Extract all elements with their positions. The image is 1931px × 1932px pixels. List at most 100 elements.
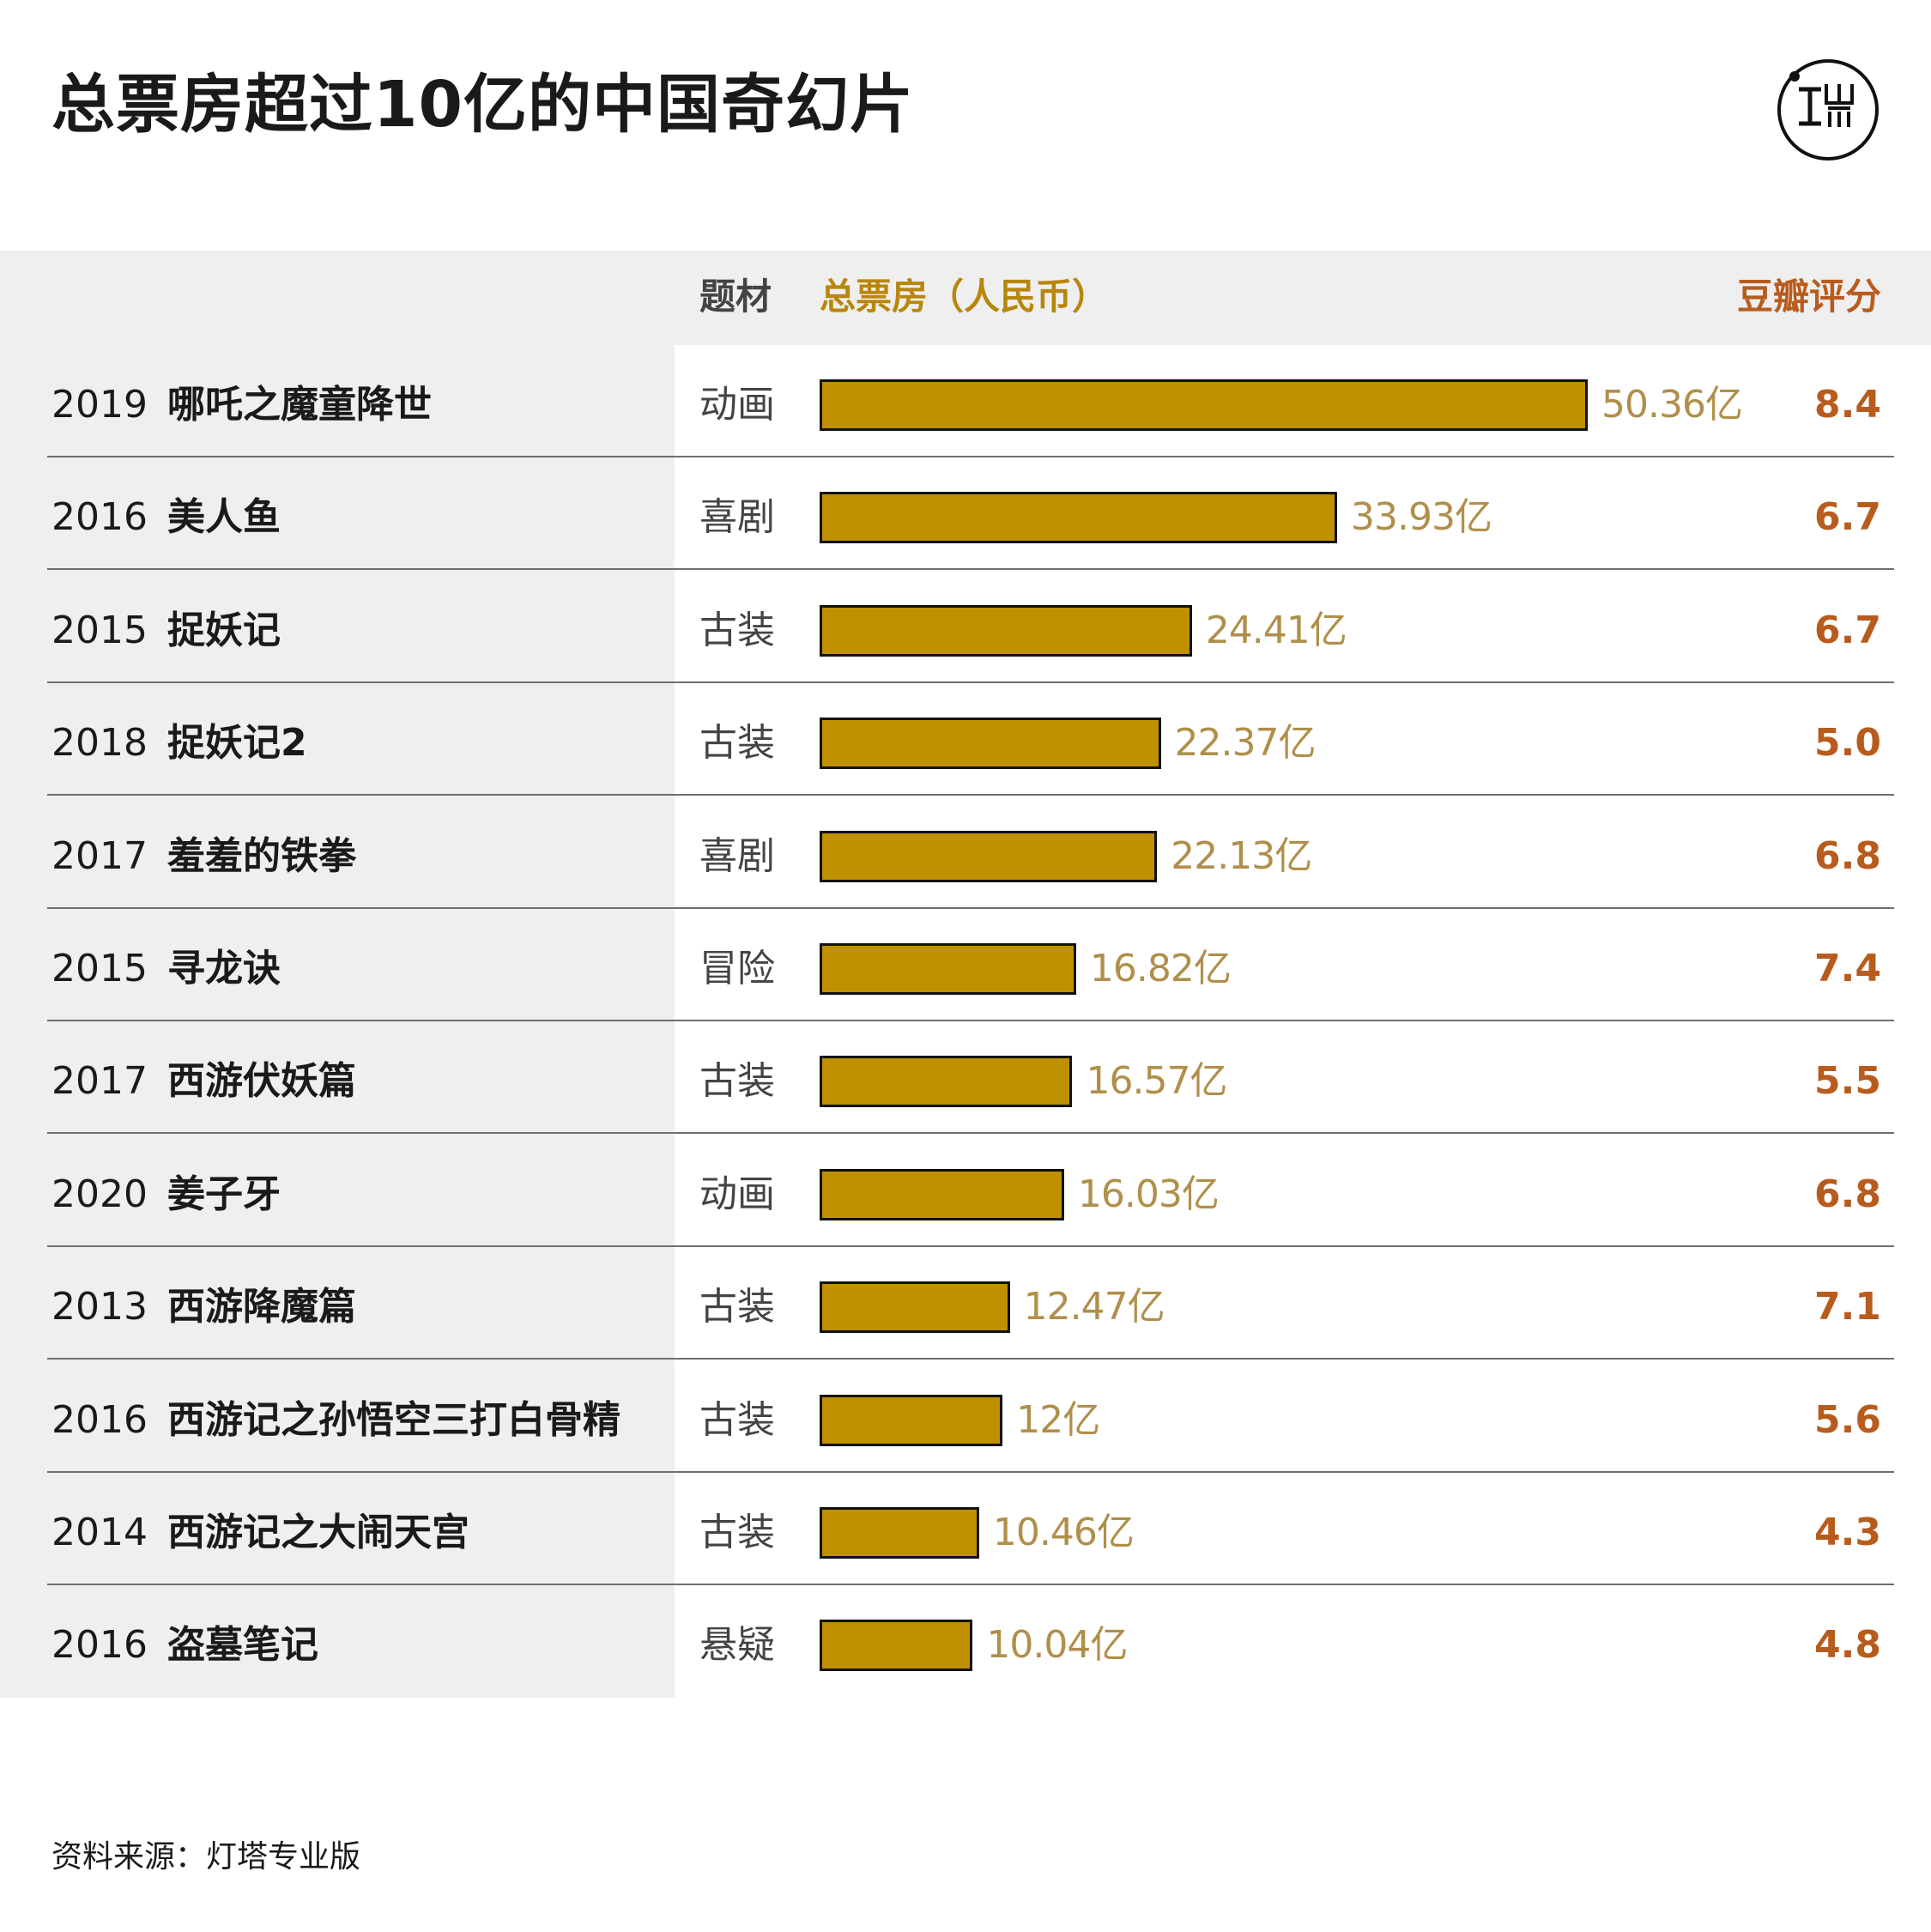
row-movie-title: 西游记之孙悟空三打白骨精 bbox=[167, 1397, 620, 1442]
row-rating: 7.4 bbox=[1814, 947, 1881, 990]
table-row: 2016 盗墓笔记 悬疑 10.04亿 4.8 bbox=[0, 1585, 1931, 1698]
row-year: 2019 bbox=[51, 383, 148, 427]
bar bbox=[820, 1056, 1073, 1108]
row-genre: 悬疑 bbox=[699, 1623, 775, 1668]
row-rating: 7.1 bbox=[1814, 1285, 1881, 1329]
bar-value-label: 16.82亿 bbox=[1089, 947, 1232, 990]
row-movie-title: 西游记之大闹天宫 bbox=[167, 1511, 469, 1554]
row-genre: 动画 bbox=[699, 383, 775, 427]
row-year: 2015 bbox=[51, 947, 148, 990]
chart-title: 总票房超过10亿的中国奇幻片 bbox=[51, 68, 914, 142]
bar bbox=[820, 830, 1158, 882]
row-genre: 喜剧 bbox=[699, 833, 775, 878]
bar bbox=[820, 1394, 1003, 1446]
row-year: 2015 bbox=[51, 608, 148, 652]
bar-value-label: 10.04亿 bbox=[986, 1623, 1128, 1668]
row-year: 2016 bbox=[51, 495, 148, 540]
row-movie-title: 美人鱼 bbox=[167, 495, 281, 540]
row-rating: 4.3 bbox=[1814, 1511, 1881, 1554]
table-row: 2013 西游降魔篇 古装 12.47亿 7.1 bbox=[0, 1247, 1931, 1360]
bar bbox=[820, 1168, 1064, 1220]
row-movie-title: 哪吒之魔童降世 bbox=[167, 383, 432, 427]
row-rating: 5.0 bbox=[1814, 721, 1881, 766]
row-divider bbox=[47, 1358, 1894, 1360]
bar-value-label: 12.47亿 bbox=[1023, 1285, 1165, 1329]
row-divider bbox=[47, 794, 1894, 796]
table-row: 2015 捉妖记 古装 24.41亿 6.7 bbox=[0, 571, 1931, 683]
row-movie-title: 捉妖记2 bbox=[167, 721, 307, 766]
row-year: 2017 bbox=[51, 1059, 148, 1104]
bar-value-label: 50.36亿 bbox=[1601, 383, 1743, 427]
row-movie-title: 羞羞的铁拳 bbox=[167, 833, 356, 878]
header-background bbox=[0, 251, 1931, 345]
table-row: 2016 美人鱼 喜剧 33.93亿 6.7 bbox=[0, 457, 1931, 571]
row-movie-title: 捉妖记 bbox=[167, 608, 281, 652]
row-genre: 古装 bbox=[699, 1059, 775, 1104]
row-genre: 动画 bbox=[699, 1172, 775, 1216]
row-rating: 4.8 bbox=[1814, 1623, 1881, 1668]
row-year: 2017 bbox=[51, 833, 148, 878]
row-year: 2018 bbox=[51, 721, 148, 766]
header-rating: 豆瓣评分 bbox=[1736, 276, 1881, 318]
row-divider bbox=[47, 1132, 1894, 1135]
bar bbox=[820, 718, 1161, 770]
row-rating: 6.7 bbox=[1814, 608, 1881, 652]
row-genre: 古装 bbox=[699, 1285, 775, 1329]
bar-value-label: 22.13亿 bbox=[1171, 833, 1312, 878]
row-divider bbox=[47, 568, 1894, 571]
row-rating: 5.5 bbox=[1814, 1059, 1881, 1104]
bar-value-label: 16.57亿 bbox=[1086, 1059, 1227, 1104]
bar-value-label: 33.93亿 bbox=[1351, 495, 1492, 540]
header-genre: 题材 bbox=[699, 276, 772, 318]
row-year: 2016 bbox=[51, 1397, 148, 1442]
row-year: 2016 bbox=[51, 1623, 148, 1668]
row-movie-title: 姜子牙 bbox=[167, 1172, 281, 1216]
table-row: 2017 西游伏妖篇 古装 16.57亿 5.5 bbox=[0, 1021, 1931, 1135]
row-rating: 8.4 bbox=[1814, 383, 1881, 427]
bar bbox=[820, 379, 1588, 431]
row-year: 2020 bbox=[51, 1172, 148, 1216]
row-divider bbox=[47, 456, 1894, 457]
bar bbox=[820, 1281, 1010, 1334]
bar bbox=[820, 1620, 973, 1672]
row-rating: 6.8 bbox=[1814, 1172, 1881, 1216]
source-note: 资料来源：灯塔专业版 bbox=[51, 1839, 361, 1874]
table-row: 2014 西游记之大闹天宫 古装 10.46亿 4.3 bbox=[0, 1473, 1931, 1585]
row-movie-title: 西游降魔篇 bbox=[167, 1285, 356, 1329]
bar bbox=[820, 1507, 979, 1559]
row-divider bbox=[47, 1584, 1894, 1585]
header-box-office: 总票房（人民币） bbox=[820, 276, 1109, 318]
row-genre: 冒险 bbox=[699, 947, 775, 990]
row-year: 2014 bbox=[51, 1511, 148, 1554]
row-movie-title: 盗墓笔记 bbox=[167, 1623, 318, 1668]
bar-value-label: 24.41亿 bbox=[1205, 608, 1347, 652]
bar-value-label: 12亿 bbox=[1016, 1397, 1100, 1442]
table-row: 2016 西游记之孙悟空三打白骨精 古装 12亿 5.6 bbox=[0, 1360, 1931, 1473]
table-row: 2015 寻龙诀 冒险 16.82亿 7.4 bbox=[0, 909, 1931, 1021]
row-movie-title: 寻龙诀 bbox=[167, 947, 281, 990]
row-rating: 6.8 bbox=[1814, 833, 1881, 878]
label-panel-background bbox=[0, 251, 675, 1698]
publisher-logo-icon bbox=[1777, 59, 1879, 160]
row-divider bbox=[47, 1020, 1894, 1021]
row-genre: 喜剧 bbox=[699, 495, 775, 540]
row-rating: 5.6 bbox=[1814, 1397, 1881, 1442]
row-divider bbox=[47, 681, 1894, 683]
bar bbox=[820, 492, 1337, 544]
row-genre: 古装 bbox=[699, 1397, 775, 1442]
row-divider bbox=[47, 1470, 1894, 1473]
row-movie-title: 西游伏妖篇 bbox=[167, 1059, 356, 1104]
row-genre: 古装 bbox=[699, 721, 775, 766]
table-row: 2017 羞羞的铁拳 喜剧 22.13亿 6.8 bbox=[0, 796, 1931, 909]
bar-value-label: 22.37亿 bbox=[1174, 721, 1317, 766]
row-genre: 古装 bbox=[699, 608, 775, 652]
table-row: 2018 捉妖记2 古装 22.37亿 5.0 bbox=[0, 683, 1931, 796]
row-year: 2013 bbox=[51, 1285, 148, 1329]
row-genre: 古装 bbox=[699, 1511, 775, 1554]
table-row: 2019 哪吒之魔童降世 动画 50.36亿 8.4 bbox=[0, 345, 1931, 457]
table-row: 2020 姜子牙 动画 16.03亿 6.8 bbox=[0, 1135, 1931, 1247]
row-rating: 6.7 bbox=[1814, 495, 1881, 540]
bar bbox=[820, 943, 1076, 995]
bar-value-label: 10.46亿 bbox=[992, 1511, 1135, 1554]
row-divider bbox=[47, 906, 1894, 909]
